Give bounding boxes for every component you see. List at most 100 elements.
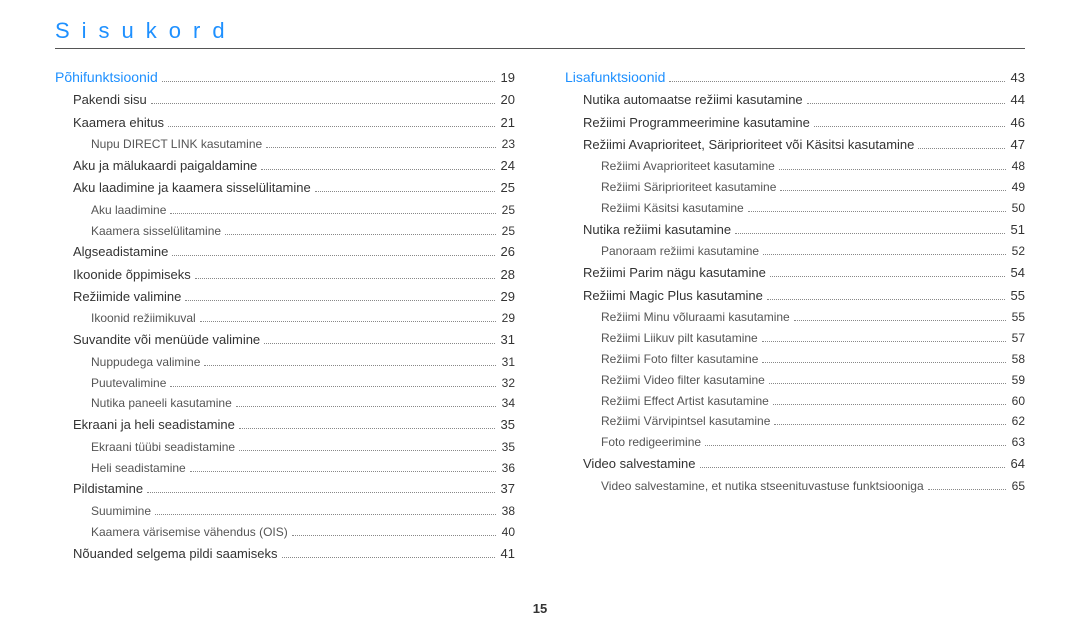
toc-page: 25 (499, 179, 515, 198)
toc-leader-dots (170, 386, 495, 387)
toc-leader-dots (794, 320, 1006, 321)
page-number: 15 (0, 601, 1080, 616)
toc-leader-dots (669, 81, 1004, 82)
toc-row: Režiimi Programmeerimine kasutamine46 (565, 114, 1025, 133)
toc-leader-dots (735, 233, 1004, 234)
toc-label: Nuppudega valimine (91, 354, 200, 371)
toc-page: 43 (1009, 69, 1025, 88)
toc-page: 46 (1009, 114, 1025, 133)
toc-row: Lisafunktsioonid 43 (565, 67, 1025, 88)
toc-page: 50 (1010, 200, 1025, 217)
toc-label: Suvandite või menüüde valimine (73, 331, 260, 350)
toc-page: 44 (1009, 91, 1025, 110)
toc-leader-dots (200, 321, 496, 322)
toc-label: Režiimi Liikuv pilt kasutamine (601, 330, 758, 347)
page-title: Sisukord (55, 18, 1025, 44)
toc-page: 36 (500, 460, 515, 477)
toc-page: 55 (1009, 287, 1025, 306)
toc-label: Režiimi Minu võluraami kasutamine (601, 309, 790, 326)
toc-leader-dots (748, 211, 1006, 212)
toc-page: 35 (500, 439, 515, 456)
toc-row: Nutika automaatse režiimi kasutamine44 (565, 91, 1025, 110)
toc-row: Režiimi Video filter kasutamine 59 (565, 372, 1025, 389)
toc-page: 62 (1010, 413, 1025, 430)
toc-leader-dots (239, 428, 495, 429)
toc-row: Režiimi Parim nägu kasutamine 54 (565, 264, 1025, 283)
toc-label: Nutika paneeli kasutamine (91, 395, 232, 412)
toc-leader-dots (770, 276, 1005, 277)
toc-row: Suvandite või menüüde valimine31 (55, 331, 515, 350)
toc-label: Puutevalimine (91, 375, 166, 392)
toc-page: 65 (1010, 478, 1025, 495)
toc-row: Heli seadistamine36 (55, 460, 515, 477)
toc-label: Panoraam režiimi kasutamine (601, 243, 759, 260)
toc-leader-dots (195, 278, 495, 279)
toc-page: 23 (500, 136, 515, 153)
toc-leader-dots (779, 169, 1006, 170)
toc-leader-dots (705, 445, 1006, 446)
toc-label: Pildistamine (73, 480, 143, 499)
toc-leader-dots (282, 557, 495, 558)
toc-page: 31 (500, 354, 515, 371)
toc-page: 38 (500, 503, 515, 520)
toc-label: Režiimide valimine (73, 288, 181, 307)
toc-page: 58 (1010, 351, 1025, 368)
toc-page: 21 (499, 114, 515, 133)
toc-row: Nutika paneeli kasutamine34 (55, 395, 515, 412)
toc-row: Video salvestamine, et nutika stseenituv… (565, 478, 1025, 495)
toc-page: 54 (1009, 264, 1025, 283)
toc-row: Kaamera värisemise vähendus (OIS)40 (55, 524, 515, 541)
toc-leader-dots (780, 190, 1005, 191)
toc-row: Aku ja mälukaardi paigaldamine24 (55, 157, 515, 176)
toc-row: Režiimi Liikuv pilt kasutamine57 (565, 330, 1025, 347)
toc-row: Kaamera sisselülitamine25 (55, 223, 515, 240)
divider (55, 48, 1025, 49)
toc-label: Režiimi Värvipintsel kasutamine (601, 413, 770, 430)
toc-leader-dots (807, 103, 1005, 104)
toc-page: 48 (1010, 158, 1025, 175)
toc-page: 41 (499, 545, 515, 564)
toc-row: Režiimide valimine29 (55, 288, 515, 307)
toc-label: Režiimi Video filter kasutamine (601, 372, 765, 389)
toc-row: Kaamera ehitus21 (55, 114, 515, 133)
toc-leader-dots (168, 126, 494, 127)
toc-row: Foto redigeerimine63 (565, 434, 1025, 451)
toc-page: 52 (1010, 243, 1025, 260)
toc-row: Nõuanded selgema pildi saamiseks 41 (55, 545, 515, 564)
toc-page: 24 (499, 157, 515, 176)
toc-label: Režiimi Parim nägu kasutamine (583, 264, 766, 283)
toc-label: Režiimi Foto filter kasutamine (601, 351, 758, 368)
toc-label: Kaamera värisemise vähendus (OIS) (91, 524, 288, 541)
toc-leader-dots (762, 341, 1006, 342)
toc-label: Video salvestamine (583, 455, 696, 474)
toc-row: Nutika režiimi kasutamine51 (565, 221, 1025, 240)
toc-label: Pakendi sisu (73, 91, 147, 110)
toc-label: Ikoonid režiimikuval (91, 310, 196, 327)
toc-row: Režiimi Säriprioriteet kasutamine49 (565, 179, 1025, 196)
toc-leader-dots (763, 254, 1006, 255)
toc-page: 29 (500, 310, 515, 327)
toc-label: Režiimi Avaprioriteet, Säriprioriteet võ… (583, 136, 914, 155)
toc-row: Video salvestamine64 (565, 455, 1025, 474)
toc-column-right: Lisafunktsioonid 43 Nutika automaatse reži… (565, 67, 1025, 567)
toc-page: 59 (1010, 372, 1025, 389)
toc-row: Suumimine38 (55, 503, 515, 520)
toc-label: Lisafunktsioonid (565, 67, 665, 87)
toc-label: Režiimi Effect Artist kasutamine (601, 393, 769, 410)
toc-row: Aku laadimine25 (55, 202, 515, 219)
toc-label: Ikoonide õppimiseks (73, 266, 191, 285)
toc-leader-dots (918, 148, 1004, 149)
toc-label: Režiimi Säriprioriteet kasutamine (601, 179, 776, 196)
toc-label: Ekraani tüübi seadistamine (91, 439, 235, 456)
toc-page: 47 (1009, 136, 1025, 155)
toc-label: Nõuanded selgema pildi saamiseks (73, 545, 278, 564)
toc-page: 32 (500, 375, 515, 392)
toc-row: Režiimi Avaprioriteet kasutamine48 (565, 158, 1025, 175)
toc-leader-dots (147, 492, 494, 493)
toc-leader-dots (261, 169, 494, 170)
toc-row: Aku laadimine ja kaamera sisselülitamine… (55, 179, 515, 198)
toc-page: 51 (1009, 221, 1025, 240)
toc-page: 20 (499, 91, 515, 110)
toc-leader-dots (700, 467, 1005, 468)
toc-label: Algseadistamine (73, 243, 168, 262)
